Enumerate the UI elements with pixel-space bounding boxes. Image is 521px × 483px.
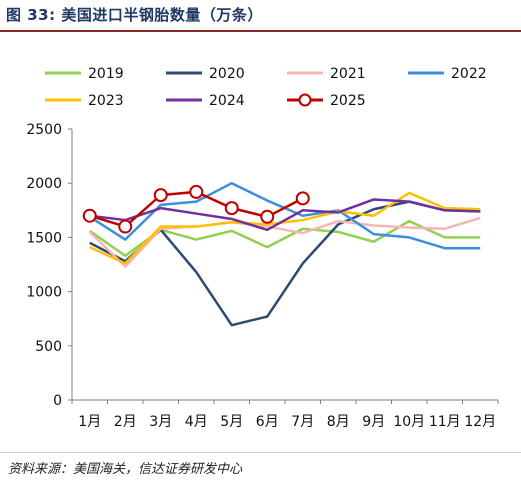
legend-item-2025: 2025 <box>287 93 366 109</box>
chart-lines <box>82 181 481 327</box>
series-point-2025 <box>295 191 310 206</box>
series-line-2024 <box>89 198 481 232</box>
x-tick-label: 3月 <box>149 414 172 430</box>
x-tick-label: 9月 <box>362 414 385 430</box>
y-tick-label: 0 <box>53 393 62 409</box>
chart-axes: 0 500 1000 1500 2000 2500 1月 2月 3月 4月 5月 6月 7月 8月 9月 10… <box>26 122 499 430</box>
x-tick-label: 4月 <box>185 414 208 430</box>
legend-label: 2024 <box>209 93 245 109</box>
x-tick-label: 11月 <box>429 414 461 430</box>
figure-title: 图 33: 美国进口半钢胎数量（万条） <box>6 6 263 24</box>
x-tick-label: 12月 <box>464 414 496 430</box>
legend-item-2019: 2019 <box>45 66 124 82</box>
x-tick-label: 7月 <box>291 414 314 430</box>
legend-label: 2021 <box>330 66 366 82</box>
title-underline <box>0 30 521 32</box>
legend-marker <box>298 93 312 107</box>
legend-item-2021: 2021 <box>287 66 366 82</box>
series-point-2025 <box>260 209 275 224</box>
y-tick-label: 1500 <box>26 230 62 246</box>
legend-item-2024: 2024 <box>166 93 245 109</box>
legend-label: 2020 <box>209 66 245 82</box>
x-tick-label: 2月 <box>114 414 137 430</box>
line-chart: 2019 2020 2021 2022 2023 2024 2025 0 500 1000 150… <box>26 66 499 430</box>
x-tick-label: 6月 <box>256 414 279 430</box>
series-point-2025 <box>118 219 133 234</box>
footer-divider <box>0 452 521 453</box>
y-tick-label: 2500 <box>26 122 62 138</box>
series-point-2025 <box>82 208 97 223</box>
series-point-2025 <box>189 184 204 199</box>
legend-label: 2023 <box>88 93 124 109</box>
x-tick-label: 1月 <box>78 414 101 430</box>
legend-label: 2022 <box>451 66 487 82</box>
legend-item-2020: 2020 <box>166 66 245 82</box>
x-tick-label: 8月 <box>327 414 350 430</box>
y-tick-label: 2000 <box>26 176 62 192</box>
series-line-2023 <box>89 191 481 265</box>
series-point-2025 <box>153 188 168 203</box>
y-tick-label: 500 <box>35 339 62 355</box>
legend-item-2023: 2023 <box>45 93 124 109</box>
source-note: 资料来源：美国海关，信达证券研发中心 <box>8 462 243 477</box>
x-tick-label: 5月 <box>220 414 243 430</box>
series-point-2025 <box>224 201 239 216</box>
legend-item-2022: 2022 <box>408 66 487 82</box>
legend-label: 2025 <box>330 93 366 109</box>
x-tick-label: 10月 <box>393 414 425 430</box>
chart-legend: 2019 2020 2021 2022 2023 2024 2025 <box>45 66 487 109</box>
y-tick-label: 1000 <box>26 285 62 301</box>
legend-label: 2019 <box>88 66 124 82</box>
series-line-2021 <box>88 216 481 268</box>
